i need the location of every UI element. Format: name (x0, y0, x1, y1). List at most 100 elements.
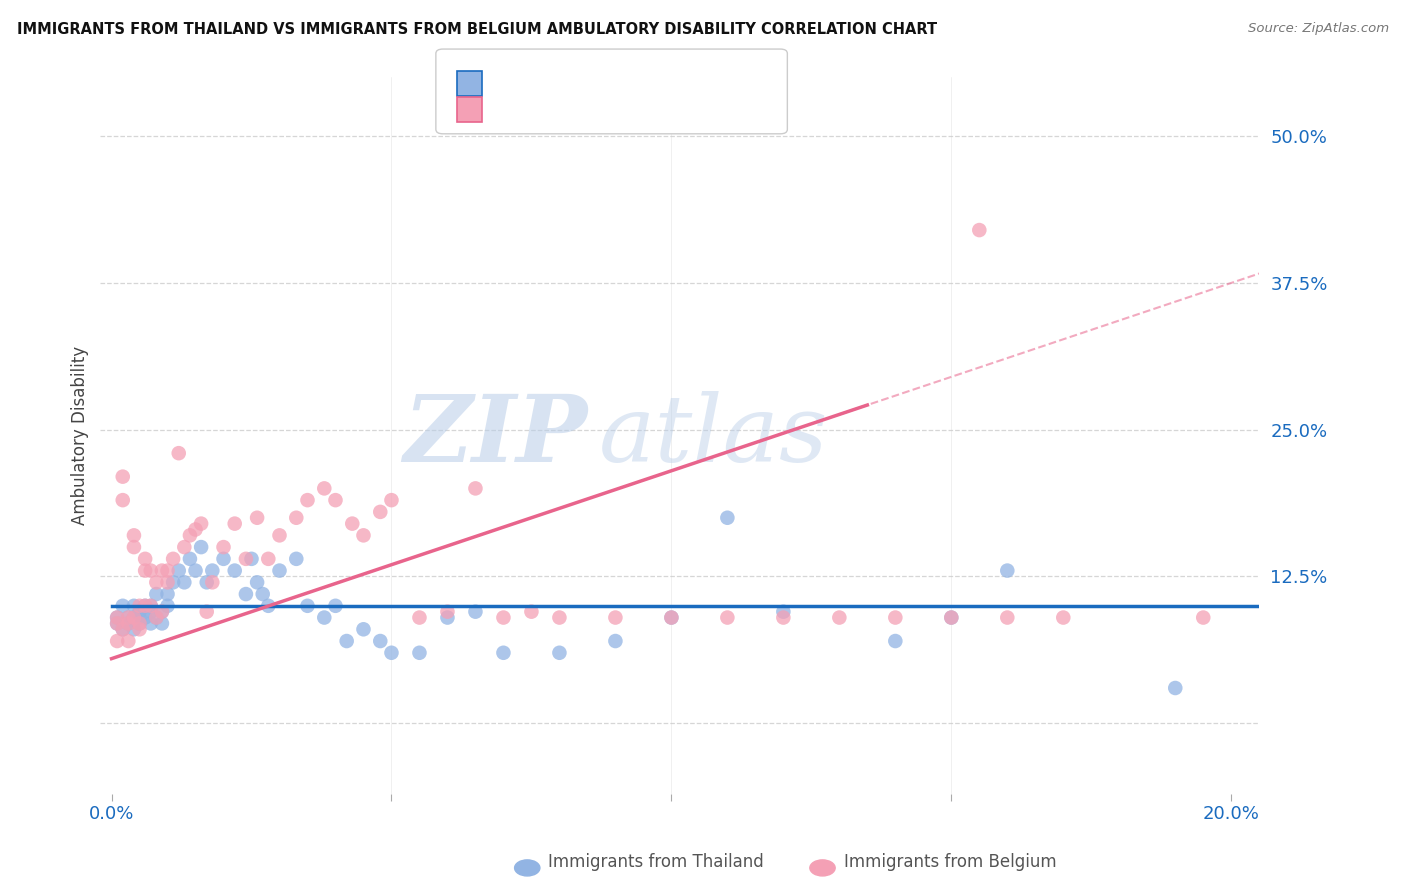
Point (156, 564, 179, 578)
Point (173, 540, 195, 554)
Point (179, 528, 201, 542)
Point (139, 616, 162, 631)
Point (380, 646, 402, 660)
Point (464, 605, 486, 619)
Y-axis label: Ambulatory Disability: Ambulatory Disability (72, 346, 89, 525)
Point (111, 622, 134, 636)
Point (117, 610, 139, 624)
Point (134, 610, 156, 624)
Point (134, 552, 156, 566)
Point (111, 622, 134, 636)
Point (212, 552, 235, 566)
Point (150, 605, 173, 619)
Point (134, 599, 156, 613)
Point (145, 610, 167, 624)
Point (111, 469, 134, 483)
Text: R =: R = (496, 103, 536, 120)
Point (190, 540, 212, 554)
Point (269, 564, 291, 578)
Point (408, 610, 430, 624)
Point (128, 622, 150, 636)
Point (336, 634, 359, 648)
Point (235, 552, 257, 566)
Point (117, 610, 139, 624)
Point (195, 605, 218, 619)
Text: atlas: atlas (599, 391, 828, 481)
Point (1192, 610, 1215, 624)
Point (150, 564, 173, 578)
Point (464, 482, 486, 496)
Point (436, 605, 458, 619)
Point (162, 552, 184, 566)
Point (122, 622, 145, 636)
Point (548, 610, 571, 624)
Point (353, 622, 375, 636)
Point (122, 599, 145, 613)
Point (285, 510, 308, 524)
Text: Immigrants from Thailand: Immigrants from Thailand (548, 854, 763, 871)
Point (122, 528, 145, 542)
Text: Immigrants from Belgium: Immigrants from Belgium (844, 854, 1056, 871)
Point (145, 610, 167, 624)
Point (128, 616, 150, 631)
Point (162, 575, 184, 590)
Point (246, 510, 269, 524)
Point (184, 564, 207, 578)
Point (105, 610, 128, 624)
Point (716, 610, 738, 624)
Point (995, 610, 1018, 624)
Point (105, 610, 128, 624)
Point (257, 552, 280, 566)
Point (297, 599, 319, 613)
Point (941, 610, 963, 624)
Text: N =: N = (612, 103, 651, 120)
Point (828, 610, 851, 624)
Point (408, 646, 430, 660)
Point (772, 605, 794, 619)
Point (605, 634, 627, 648)
Point (716, 510, 738, 524)
Point (145, 575, 167, 590)
Point (884, 634, 907, 648)
Point (257, 599, 280, 613)
Point (156, 587, 179, 601)
Point (195, 575, 218, 590)
Point (224, 564, 246, 578)
Point (150, 605, 173, 619)
Point (128, 599, 150, 613)
Point (314, 482, 336, 496)
Point (224, 516, 246, 531)
Text: IMMIGRANTS FROM THAILAND VS IMMIGRANTS FROM BELGIUM AMBULATORY DISABILITY CORREL: IMMIGRANTS FROM THAILAND VS IMMIGRANTS F… (17, 22, 936, 37)
Point (325, 599, 347, 613)
Point (201, 564, 224, 578)
Point (492, 610, 515, 624)
Point (1164, 681, 1187, 695)
Text: 0.000: 0.000 (534, 61, 591, 78)
Point (605, 610, 627, 624)
Point (122, 610, 145, 624)
Point (145, 587, 167, 601)
Point (1052, 610, 1074, 624)
Point (134, 599, 156, 613)
Point (128, 610, 150, 624)
Point (380, 493, 402, 508)
Point (368, 634, 391, 648)
Point (436, 610, 458, 624)
Point (941, 610, 963, 624)
Point (167, 446, 190, 460)
Point (167, 564, 190, 578)
Point (314, 610, 336, 624)
Point (111, 599, 134, 613)
Point (134, 564, 156, 578)
Point (156, 575, 179, 590)
Point (105, 616, 128, 631)
Point (661, 610, 683, 624)
Point (297, 493, 319, 508)
Point (117, 616, 139, 631)
Point (520, 605, 543, 619)
Point (995, 564, 1018, 578)
Point (105, 634, 128, 648)
Point (139, 599, 162, 613)
Text: 0.582: 0.582 (534, 103, 598, 120)
Point (156, 599, 179, 613)
